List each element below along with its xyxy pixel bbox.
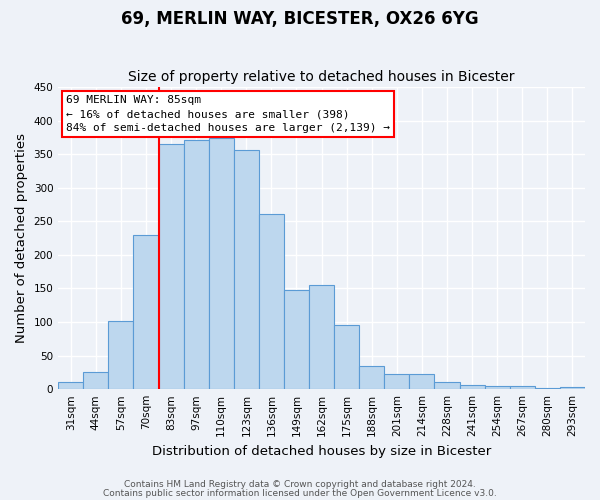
Bar bbox=[133, 235, 158, 389]
Bar bbox=[409, 374, 434, 389]
Bar bbox=[309, 285, 334, 389]
Bar bbox=[58, 382, 83, 389]
Bar bbox=[184, 140, 209, 389]
Bar bbox=[234, 150, 259, 389]
Bar bbox=[460, 385, 485, 389]
Bar bbox=[334, 326, 359, 389]
Bar bbox=[259, 214, 284, 389]
Bar bbox=[359, 366, 385, 389]
Bar bbox=[284, 290, 309, 389]
X-axis label: Distribution of detached houses by size in Bicester: Distribution of detached houses by size … bbox=[152, 444, 491, 458]
Text: 69, MERLIN WAY, BICESTER, OX26 6YG: 69, MERLIN WAY, BICESTER, OX26 6YG bbox=[121, 10, 479, 28]
Bar bbox=[385, 374, 409, 389]
Y-axis label: Number of detached properties: Number of detached properties bbox=[15, 133, 28, 343]
Bar bbox=[109, 322, 133, 389]
Text: Contains public sector information licensed under the Open Government Licence v3: Contains public sector information licen… bbox=[103, 490, 497, 498]
Title: Size of property relative to detached houses in Bicester: Size of property relative to detached ho… bbox=[128, 70, 515, 85]
Bar bbox=[434, 382, 460, 389]
Bar bbox=[510, 386, 535, 389]
Text: Contains HM Land Registry data © Crown copyright and database right 2024.: Contains HM Land Registry data © Crown c… bbox=[124, 480, 476, 489]
Bar bbox=[535, 388, 560, 389]
Bar bbox=[485, 386, 510, 389]
Bar bbox=[560, 387, 585, 389]
Bar bbox=[83, 372, 109, 389]
Bar bbox=[158, 144, 184, 389]
Text: 69 MERLIN WAY: 85sqm
← 16% of detached houses are smaller (398)
84% of semi-deta: 69 MERLIN WAY: 85sqm ← 16% of detached h… bbox=[66, 94, 390, 134]
Bar bbox=[209, 138, 234, 389]
